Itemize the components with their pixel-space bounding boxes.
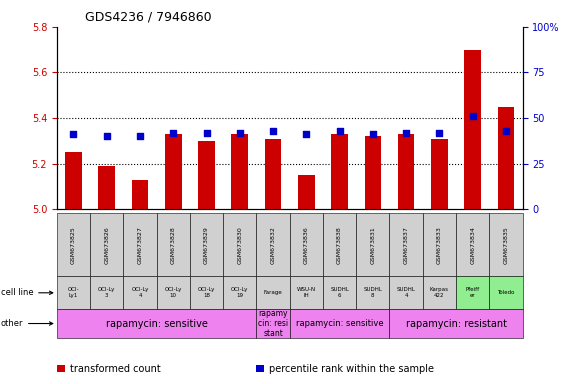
Bar [465,50,481,209]
Point [435,130,444,136]
Bar [290,309,390,338]
Bar [331,134,348,209]
Bar [356,276,390,309]
Point [135,133,144,139]
Bar [456,213,489,276]
Bar [190,213,223,276]
Point [302,131,311,137]
Text: OCI-Ly
3: OCI-Ly 3 [98,287,115,298]
Text: OCI-
Ly1: OCI- Ly1 [68,287,80,298]
Bar [90,276,123,309]
Text: rapamycin: resistant: rapamycin: resistant [406,318,507,329]
Text: GSM673836: GSM673836 [304,226,309,264]
Bar [90,213,123,276]
Bar [323,213,356,276]
Bar [265,139,281,209]
Point [502,128,511,134]
Bar [123,213,157,276]
Text: GSM673835: GSM673835 [503,226,508,264]
Text: Toledo: Toledo [497,290,515,295]
Text: transformed count: transformed count [70,364,161,374]
Bar [157,213,190,276]
Bar [190,276,223,309]
Text: SUDHL
8: SUDHL 8 [364,287,382,298]
Point [368,131,377,137]
Text: cell line: cell line [1,288,53,297]
Text: rapamy
cin: resi
stant: rapamy cin: resi stant [258,309,288,338]
Text: OCI-Ly
4: OCI-Ly 4 [131,287,149,298]
Text: Karpas
422: Karpas 422 [430,287,449,298]
Bar [57,213,90,276]
Bar [390,309,523,338]
Bar [323,276,356,309]
Bar [489,213,523,276]
Point [69,131,78,137]
Text: SUDHL
4: SUDHL 4 [396,287,416,298]
Text: GSM673825: GSM673825 [71,226,76,264]
Bar [256,309,290,338]
Bar [290,276,323,309]
Bar [290,213,323,276]
Text: GSM673826: GSM673826 [104,226,109,264]
Text: OCI-Ly
18: OCI-Ly 18 [198,287,215,298]
Bar [390,213,423,276]
Text: other: other [1,319,53,328]
Text: GSM673837: GSM673837 [404,226,408,264]
Bar [198,141,215,209]
Text: SUDHL
6: SUDHL 6 [330,287,349,298]
Point [102,133,111,139]
Point [402,130,411,136]
Text: OCI-Ly
10: OCI-Ly 10 [165,287,182,298]
Bar [256,276,290,309]
Bar [57,309,256,338]
Text: GSM673838: GSM673838 [337,226,342,264]
Point [335,128,344,134]
Text: GSM673830: GSM673830 [237,226,243,264]
Bar [232,134,248,209]
Text: GSM673832: GSM673832 [270,226,275,264]
Bar [132,180,148,209]
Bar [123,276,157,309]
Bar [398,134,415,209]
Point [235,130,244,136]
Text: percentile rank within the sample: percentile rank within the sample [269,364,434,374]
Text: GSM673827: GSM673827 [137,226,143,264]
Text: GSM673828: GSM673828 [171,226,176,264]
Bar [365,136,381,209]
Text: GSM673831: GSM673831 [370,226,375,264]
Bar [456,276,489,309]
Text: Pfeiff
er: Pfeiff er [466,287,480,298]
Bar [390,276,423,309]
Text: GSM673834: GSM673834 [470,226,475,264]
Bar [489,276,523,309]
Text: WSU-N
IH: WSU-N IH [296,287,316,298]
Point [269,128,278,134]
Text: Farage: Farage [264,290,282,295]
Text: GSM673833: GSM673833 [437,226,442,264]
Text: OCI-Ly
19: OCI-Ly 19 [231,287,248,298]
Text: rapamycin: sensitive: rapamycin: sensitive [296,319,383,328]
Bar [223,276,256,309]
Bar [498,107,514,209]
Bar [431,139,448,209]
Bar [57,365,65,372]
Bar [65,152,82,209]
Bar [157,276,190,309]
Bar [256,365,264,372]
Bar [223,213,256,276]
Text: GDS4236 / 7946860: GDS4236 / 7946860 [85,10,212,23]
Bar [356,213,390,276]
Bar [256,213,290,276]
Text: rapamycin: sensitive: rapamycin: sensitive [106,318,207,329]
Bar [298,175,315,209]
Text: GSM673829: GSM673829 [204,226,209,264]
Bar [57,276,90,309]
Bar [423,276,456,309]
Point [169,130,178,136]
Point [202,130,211,136]
Bar [165,134,182,209]
Bar [98,166,115,209]
Point [468,113,477,119]
Bar [423,213,456,276]
